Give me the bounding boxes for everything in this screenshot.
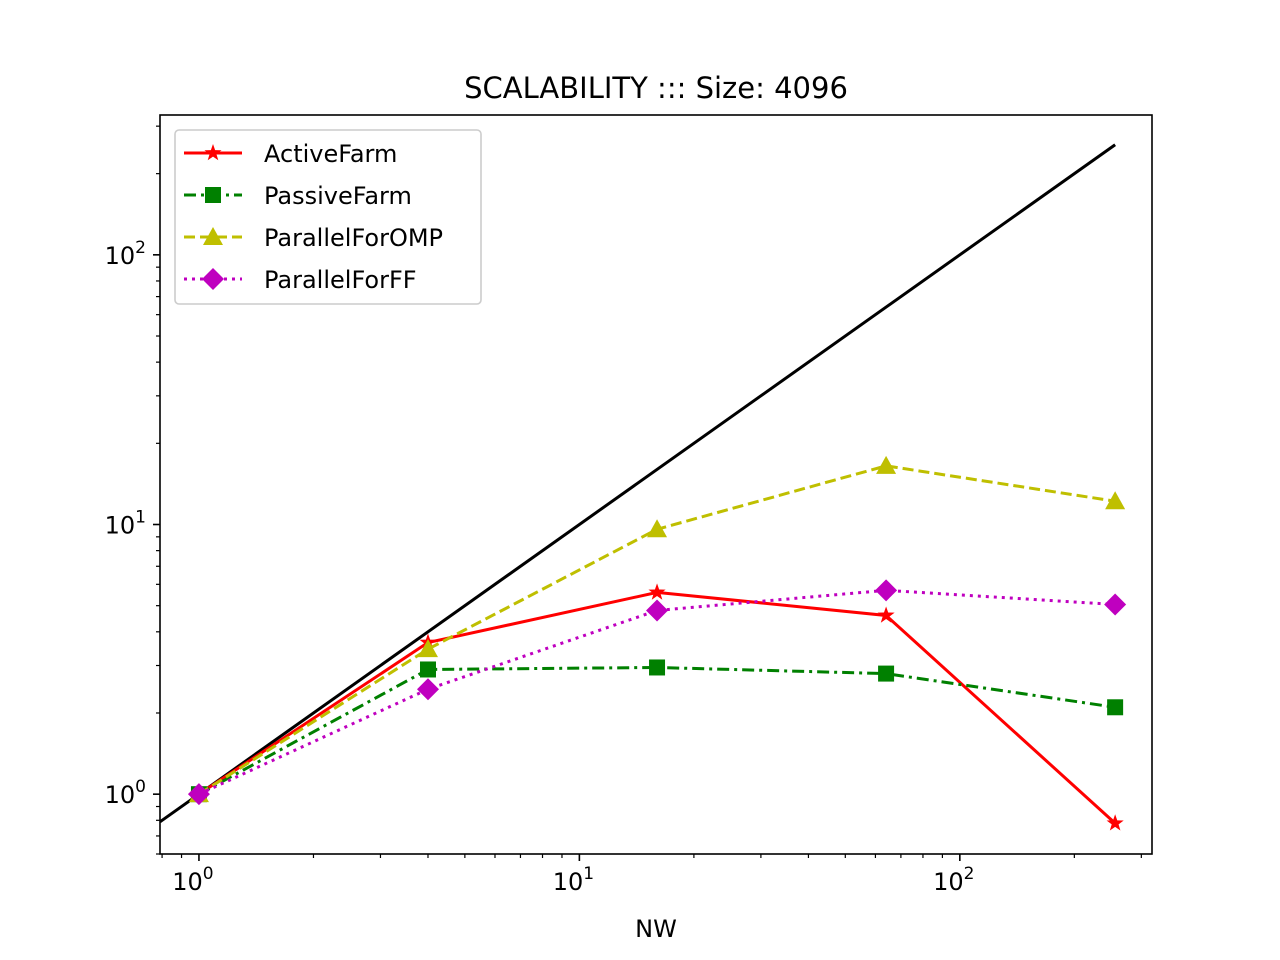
legend-box bbox=[174, 129, 482, 305]
data-point-parallelforff bbox=[1104, 593, 1127, 616]
plot-area: 100 101 102 100 101 102 ActiveFarm PassiveFarm P… bbox=[105, 114, 1153, 896]
data-point-activefarm bbox=[877, 606, 895, 623]
data-point-activefarm bbox=[1106, 814, 1124, 831]
y-tick-label: 102 bbox=[105, 238, 146, 270]
x-tick-label: 101 bbox=[553, 864, 594, 896]
series-line-parallelforff bbox=[198, 588, 1116, 796]
ideal-line bbox=[160, 143, 1116, 824]
data-point-parallelforff bbox=[875, 579, 898, 602]
legend-marker-parallelforff bbox=[202, 268, 224, 290]
data-point-parallelforomp bbox=[1105, 491, 1126, 510]
x-tick-label: 100 bbox=[172, 864, 213, 896]
data-point-passivefarm bbox=[1107, 699, 1124, 716]
legend-label-parallelforomp: ParallelForOMP bbox=[264, 224, 443, 252]
data-point-parallelforomp bbox=[647, 519, 668, 538]
legend-label-activefarm: ActiveFarm bbox=[264, 140, 397, 168]
data-point-parallelforff bbox=[187, 783, 210, 806]
plot-frame bbox=[159, 114, 1153, 855]
legend-label-passivefarm: PassiveFarm bbox=[264, 182, 412, 210]
x-tick-label: 102 bbox=[933, 864, 974, 896]
series-group bbox=[160, 143, 1127, 831]
data-point-parallelforff bbox=[646, 599, 669, 622]
chart-title: SCALABILITY ::: Size: 4096 bbox=[464, 71, 848, 105]
data-point-parallelforomp bbox=[876, 455, 897, 474]
legend-marker-activefarm bbox=[204, 144, 222, 161]
legend: ActiveFarm PassiveFarm ParallelForOMP Paral… bbox=[174, 129, 482, 305]
x-axis-label: NW bbox=[635, 915, 677, 943]
legend-marker-parallelforomp bbox=[203, 227, 223, 245]
data-point-passivefarm bbox=[649, 659, 666, 676]
data-point-parallelforff bbox=[416, 678, 439, 701]
data-point-passivefarm bbox=[878, 665, 895, 682]
data-point-passivefarm bbox=[419, 661, 436, 678]
y-tick-label: 100 bbox=[105, 777, 146, 809]
y-tick-label: 101 bbox=[105, 508, 146, 540]
data-point-parallelforomp bbox=[417, 639, 438, 658]
legend-label-parallelforff: ParallelForFF bbox=[264, 266, 417, 294]
data-point-activefarm bbox=[648, 583, 666, 600]
legend-marker-passivefarm bbox=[205, 187, 221, 203]
